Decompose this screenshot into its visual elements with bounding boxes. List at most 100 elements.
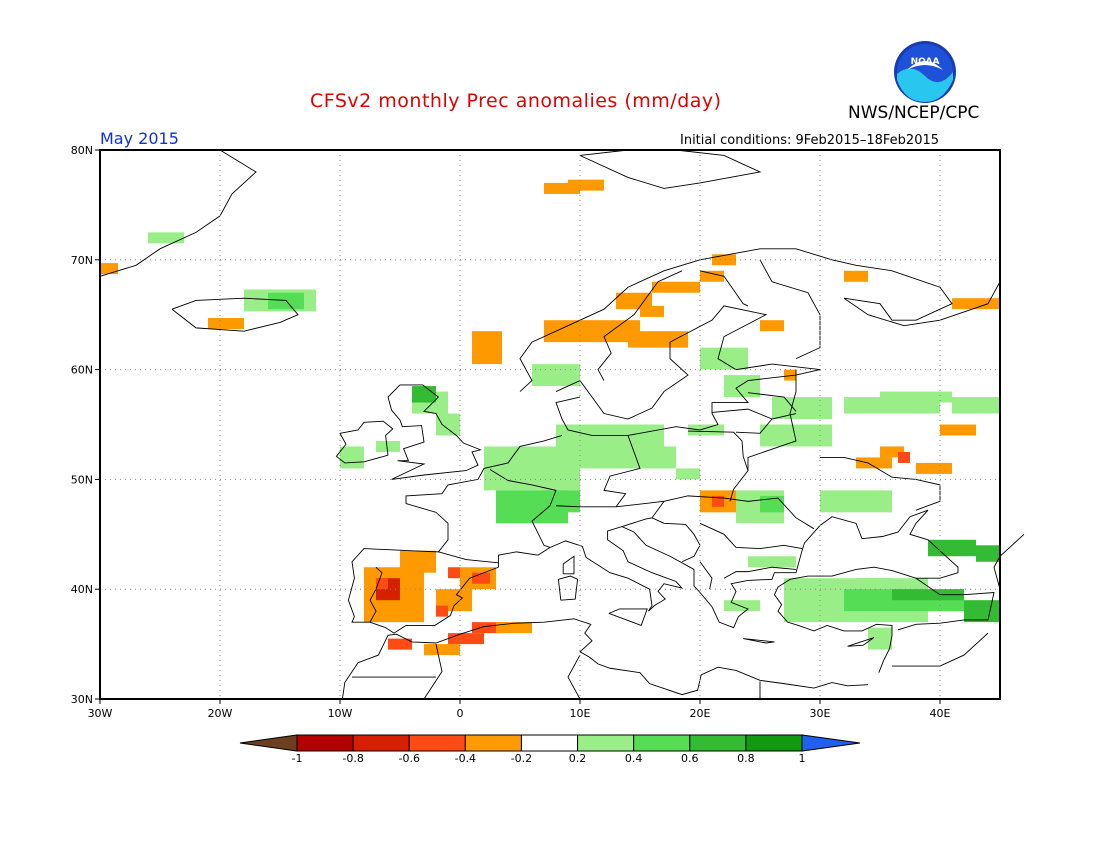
svg-text:NOAA: NOAA (911, 57, 940, 67)
anomaly-cell (772, 397, 832, 420)
lon-label: 30E (810, 707, 831, 720)
coastline (171, 297, 299, 332)
coastline (99, 149, 257, 277)
coastline (608, 608, 648, 627)
anomaly-cell (424, 644, 460, 656)
anomaly-cell (748, 556, 796, 568)
colorbar-tick-label: 0.2 (568, 752, 587, 765)
anomaly-cell (688, 424, 724, 436)
anomaly-cell (544, 182, 580, 194)
coastline (847, 637, 875, 647)
colorbar-swatch (296, 734, 354, 752)
lat-label: 50N (71, 473, 93, 486)
coastline (438, 551, 499, 564)
coastline (423, 644, 443, 700)
colorbar-swatch (408, 734, 466, 752)
coastline (597, 270, 683, 381)
anomaly-cell (568, 179, 604, 191)
coastline (892, 632, 989, 667)
anomaly-cell (376, 440, 400, 452)
coastline (555, 305, 821, 436)
lon-label: 20W (208, 707, 233, 720)
anomaly-cell (916, 462, 952, 474)
anomaly-cell (676, 468, 700, 480)
colorbar-tick-label: -0.6 (398, 752, 420, 765)
anomaly-cell (976, 545, 1000, 562)
coastline (993, 533, 1025, 590)
lon-label: 10W (328, 707, 353, 720)
anomaly-cell (844, 270, 868, 282)
coastline (567, 654, 581, 700)
colorbar-tick-label: 0.4 (624, 752, 643, 765)
anomaly-cell (448, 567, 460, 579)
anomaly-cell (820, 490, 892, 513)
anomaly-cell (952, 397, 1000, 414)
colorbar-tick-label: 0.8 (737, 752, 755, 765)
lon-label: 0 (457, 707, 464, 720)
anomaly-cell (700, 270, 724, 282)
coastline (773, 566, 959, 673)
colorbar-arrow-high (801, 734, 861, 752)
coastline (519, 248, 1001, 392)
lat-label: 70N (71, 254, 93, 267)
coastline (711, 408, 773, 420)
coastline (369, 566, 383, 623)
colorbar-tick-label: -1 (291, 752, 303, 765)
anomaly-cell (628, 331, 688, 348)
anomaly-cell (436, 413, 460, 436)
anomaly-cell (712, 254, 736, 266)
coastline (747, 392, 797, 412)
anomaly-cell (208, 317, 244, 329)
lat-label: 40N (71, 583, 93, 596)
anomaly-cell (898, 451, 910, 463)
coastline (335, 420, 394, 464)
lat-label: 80N (71, 144, 93, 157)
chart-title: CFSv2 monthly Prec anomalies (mm/day) (310, 90, 722, 112)
colorbar-arrow-low (239, 734, 298, 752)
anomaly-cell (760, 320, 784, 332)
anomaly-cell (376, 578, 388, 590)
coastline (603, 435, 641, 508)
anomaly-cell (448, 633, 484, 645)
anomaly-cell (760, 424, 832, 447)
colorbar-swatch (745, 734, 803, 752)
coastline (735, 413, 797, 434)
anomaly-cell (616, 292, 652, 310)
anomaly-cell (388, 638, 412, 650)
colorbar-tick-label: 0.6 (681, 752, 699, 765)
map-frame (99, 149, 1001, 700)
colorbar-tick-label: -0.4 (454, 752, 477, 765)
anomaly-cell (700, 347, 748, 370)
anomaly-cell (640, 305, 664, 317)
lon-label: 40E (930, 707, 951, 720)
anomaly-cell (100, 263, 118, 275)
colorbar-swatch (520, 734, 579, 752)
anomaly-cell (532, 364, 580, 387)
anomaly-cell (712, 495, 724, 507)
lon-label: 30W (88, 707, 113, 720)
coastline (387, 384, 482, 480)
coastline (897, 577, 995, 631)
coastline (699, 522, 803, 550)
anomaly-cell (652, 281, 700, 293)
agency-label: NWS/NCEP/CPC (848, 103, 980, 123)
anomaly-cell (400, 550, 436, 573)
anomaly-cell (880, 446, 904, 458)
coastline (651, 517, 701, 563)
colorbar-swatch (464, 734, 522, 752)
lat-label: 60N (71, 364, 93, 377)
colorbar-tick-label: -0.2 (510, 752, 533, 765)
month-label: May 2015 (100, 129, 179, 148)
coastline (699, 561, 713, 590)
anomaly-cell (496, 622, 532, 634)
anomaly-cell (472, 572, 490, 584)
coastline (621, 501, 665, 528)
coastline (562, 555, 575, 575)
coastline (723, 566, 797, 579)
anomaly-cell (892, 589, 964, 601)
initial-conditions-label: Initial conditions: 9Feb2015–18Feb2015 (680, 133, 940, 148)
coastline (341, 618, 869, 700)
anomaly-cell (952, 298, 1000, 310)
anomaly-cell (880, 391, 952, 403)
